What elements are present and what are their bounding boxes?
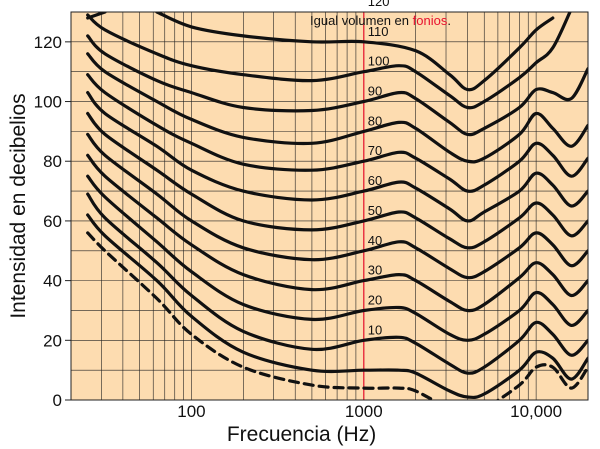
phon-curve-90 — [86, 34, 588, 137]
phon-curve-base — [86, 213, 588, 400]
phon-curve-60 — [86, 91, 588, 223]
y-tick-label: 100 — [34, 93, 62, 112]
phon-label-80: 80 — [368, 113, 382, 128]
phon-curve-10 — [86, 192, 588, 375]
phon-label-10: 10 — [368, 322, 382, 337]
phon-label-90: 90 — [368, 84, 382, 99]
phon-curve-50 — [86, 111, 588, 250]
phon-label-30: 30 — [368, 263, 382, 278]
phon-label-110: 110 — [368, 24, 389, 39]
chart-title-suffix: . — [447, 13, 451, 28]
y-tick-label: 40 — [43, 272, 62, 291]
phon-curve-70 — [86, 73, 588, 193]
phon-label-60: 60 — [368, 173, 382, 188]
x-tick-label: 1000 — [345, 402, 383, 421]
phon-label-120: 120 — [368, 0, 390, 9]
x-tick-label: 10,000 — [510, 402, 562, 421]
plot-background — [71, 12, 588, 400]
phon-curve-40 — [86, 132, 588, 280]
phon-label-20: 20 — [368, 292, 382, 307]
chart-title-prefix: Igual volumen en — [310, 13, 413, 28]
plot-frame — [70, 11, 589, 401]
phon-label-group: 120 110 100 90 80 70 60 50 40 30 20 10 — [368, 0, 390, 337]
phon-label-70: 70 — [368, 143, 382, 158]
x-tick-label: 100 — [177, 402, 205, 421]
chart-title: Igual volumen en fonios. — [310, 13, 451, 28]
phon-label-100: 100 — [368, 54, 390, 69]
x-axis-title: Frecuencia (Hz) — [227, 423, 376, 446]
phon-curve-80 — [86, 52, 588, 164]
phon-curve-110 — [155, 12, 555, 92]
y-axis-title: Intensidad en decibelios — [7, 93, 30, 318]
grid-lines — [70, 12, 589, 400]
chart-title-highlight: fonios — [413, 13, 448, 28]
axis-ticks: 0 20 40 60 80 100 120 100 1000 10,000 — [34, 33, 562, 421]
phon-curve-20 — [86, 174, 588, 342]
curve-group — [86, 12, 588, 400]
phon-label-50: 50 — [368, 203, 382, 218]
y-tick-label: 60 — [43, 212, 62, 231]
y-tick-label: 120 — [34, 33, 62, 52]
phon-curve-30 — [86, 153, 588, 313]
y-tick-label: 80 — [43, 152, 62, 171]
y-tick-label: 0 — [53, 391, 62, 410]
threshold-curve-dashed — [86, 231, 588, 400]
phon-label-40: 40 — [368, 233, 382, 248]
y-tick-label: 20 — [43, 331, 62, 350]
phon-curve-100 — [86, 12, 572, 110]
